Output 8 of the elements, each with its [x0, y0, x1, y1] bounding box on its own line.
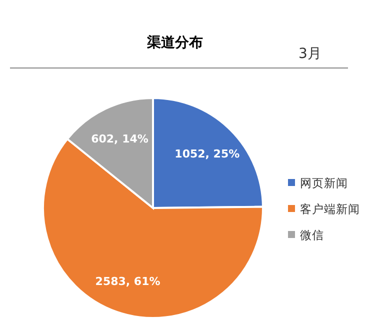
- data-label: 1052, 25%: [174, 147, 240, 160]
- data-label: 2583, 61%: [95, 274, 160, 288]
- data-label: 602, 14%: [91, 132, 148, 146]
- legend-label: 网页新闻: [300, 176, 348, 190]
- legend-label: 微信: [300, 228, 324, 242]
- chart-subtitle: 3月: [298, 46, 322, 62]
- chart-title: 渠道分布: [146, 34, 203, 51]
- legend-label: 客户端新闻: [300, 202, 360, 216]
